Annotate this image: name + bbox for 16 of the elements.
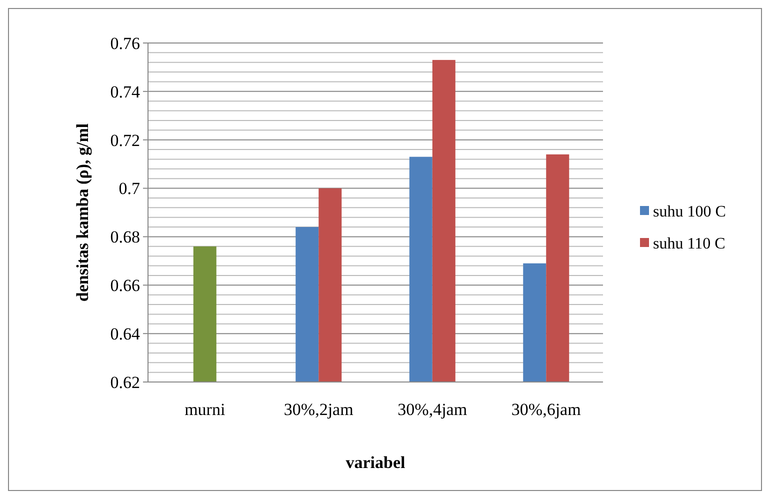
- y-tick-label: 0.76: [110, 34, 140, 53]
- x-tick-label: murni: [184, 400, 226, 419]
- x-tick-label: 30%,6jam: [511, 400, 581, 419]
- y-tick-label: 0.66: [110, 276, 140, 296]
- y-tick-label: 0.74: [110, 82, 140, 102]
- x-axis-title: variabel: [346, 453, 406, 472]
- y-axis-title: densitas kamba (ρ), g/ml: [73, 123, 92, 302]
- y-tick-label: 0.64: [110, 324, 140, 344]
- x-tick-label: 30%,4jam: [398, 400, 468, 419]
- y-tick-label: 0.62: [110, 372, 140, 392]
- legend-label: suhu 100 C: [653, 204, 726, 221]
- legend-label: suhu 110 C: [653, 236, 726, 253]
- y-tick-label: 0.7: [118, 179, 140, 198]
- y-tick-label: 0.68: [110, 228, 140, 247]
- x-tick-label: 30%,2jam: [284, 400, 354, 419]
- y-tick-label: 0.72: [110, 130, 140, 150]
